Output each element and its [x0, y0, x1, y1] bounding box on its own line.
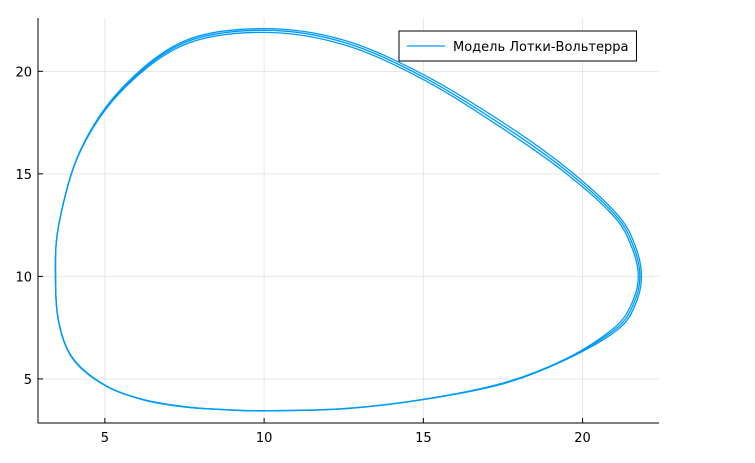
- legend-box: [398, 30, 637, 62]
- tick-labels: 5 10 15 20 5 10 15 20: [15, 65, 590, 446]
- y-tick-label: 20: [15, 65, 32, 80]
- y-tick-label: 15: [15, 168, 32, 183]
- x-tick-label: 20: [574, 431, 591, 446]
- y-tick-label: 5: [24, 373, 32, 388]
- series-line: [54, 29, 641, 412]
- legend-label: Модель Лотки-Вольтерра: [453, 40, 628, 55]
- series-line: [54, 28, 643, 412]
- axes: [37, 18, 659, 424]
- x-tick-label: 15: [415, 431, 432, 446]
- x-tick-label: 10: [256, 431, 273, 446]
- series-lines: [54, 28, 643, 412]
- x-tick-label: 5: [101, 431, 109, 446]
- legend: Модель Лотки-Вольтерра: [398, 30, 637, 62]
- y-tick-label: 10: [15, 270, 32, 285]
- grid-lines: [38, 18, 659, 423]
- series-line: [54, 31, 639, 412]
